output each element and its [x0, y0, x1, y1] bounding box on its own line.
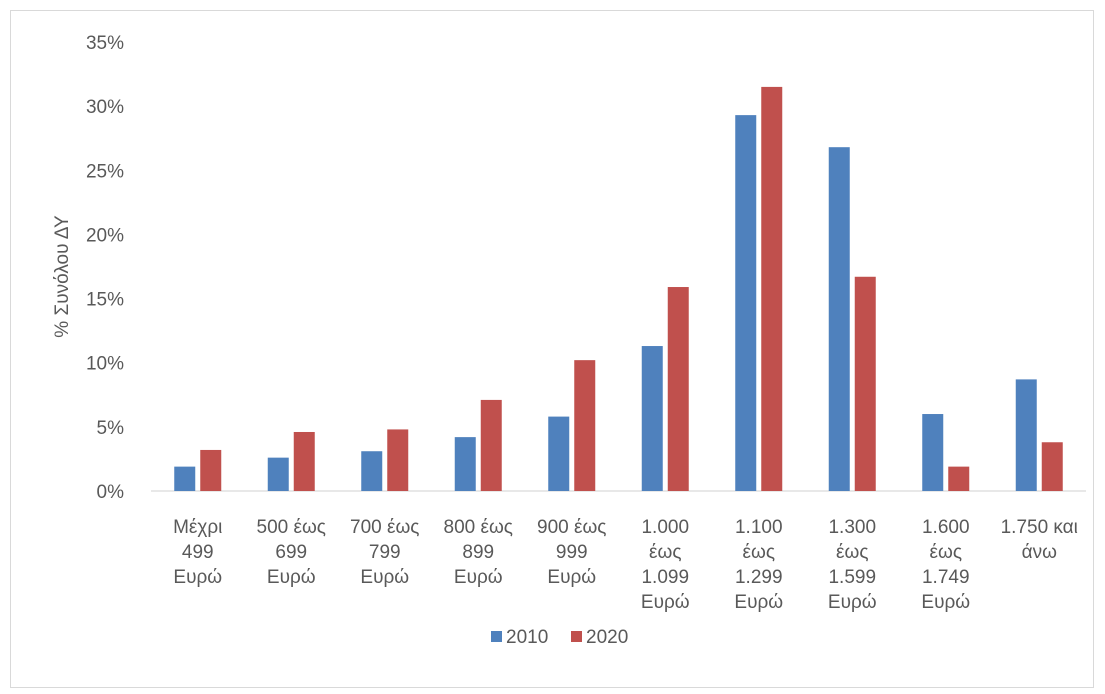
bar-2010: [548, 416, 570, 491]
y-tick-label: 15%: [86, 290, 124, 311]
x-category-label: 1.000 έως 1.099 Ευρώ: [641, 517, 690, 613]
x-category-label: Μέχρι 499 Ευρώ: [173, 517, 222, 588]
bar-2020: [480, 399, 502, 491]
axis-layer: 0% 5% 10% 15% 20% 25% 30% 35% % Συνόλου ΔΥ: [52, 33, 1086, 503]
y-tick-label: 5%: [97, 418, 125, 439]
bar-2020: [200, 449, 222, 491]
bar-2020: [761, 86, 783, 492]
legend-swatch-2010: [491, 631, 502, 642]
x-category-label: 1.600 έως 1.749 Ευρώ: [921, 517, 970, 613]
x-category-label: 1.750 και άνω: [1001, 517, 1078, 563]
bar-2010: [174, 466, 196, 491]
bar-2010: [1015, 379, 1037, 491]
bar-2020: [854, 276, 876, 491]
bars-layer: [174, 86, 1063, 492]
y-tick-label: 20%: [86, 225, 124, 246]
y-tick-label: 25%: [86, 161, 124, 182]
bar-chart: 0% 5% 10% 15% 20% 25% 30% 35% % Συνόλου ΔΥ Μέχρι…: [52, 33, 1086, 648]
labels-layer: Μέχρι 499 Ευρώ 500 έως 699 Ευρώ 700 έως 799 Ευρώ…: [173, 517, 1078, 613]
bar-2010: [454, 437, 476, 491]
bar-2010: [361, 451, 383, 491]
bar-2010: [735, 115, 757, 491]
bar-2020: [667, 287, 689, 491]
bar-2020: [1041, 442, 1063, 491]
bar-2010: [641, 346, 663, 491]
y-tick-label: 0%: [97, 482, 125, 503]
bar-2010: [922, 414, 944, 491]
x-category-label: 700 έως 799 Ευρώ: [350, 517, 419, 588]
x-category-label: 900 έως 999 Ευρώ: [537, 517, 606, 588]
y-tick-label: 10%: [86, 354, 124, 375]
bar-2010: [267, 457, 289, 491]
legend-swatch-2020: [571, 631, 582, 642]
y-axis-label: % Συνόλου ΔΥ: [52, 215, 73, 338]
legend-label-2010: 2010: [506, 627, 548, 648]
bar-2020: [574, 360, 596, 491]
x-category-label: 1.300 έως 1.599 Ευρώ: [828, 517, 877, 613]
bar-2020: [387, 429, 409, 491]
bar-2020: [293, 431, 315, 491]
y-tick-label: 30%: [86, 97, 124, 118]
legend: 2010 2020: [491, 627, 628, 648]
bar-2020: [948, 466, 970, 491]
x-category-label: 800 έως 899 Ευρώ: [444, 517, 513, 588]
bar-2010: [828, 147, 850, 492]
y-tick-label: 35%: [86, 33, 124, 54]
chart-frame: 0% 5% 10% 15% 20% 25% 30% 35% % Συνόλου ΔΥ Μέχρι…: [10, 10, 1094, 688]
legend-label-2020: 2020: [586, 627, 628, 648]
x-category-label: 1.100 έως 1.299 Ευρώ: [734, 517, 783, 613]
x-category-label: 500 έως 699 Ευρώ: [257, 517, 326, 588]
